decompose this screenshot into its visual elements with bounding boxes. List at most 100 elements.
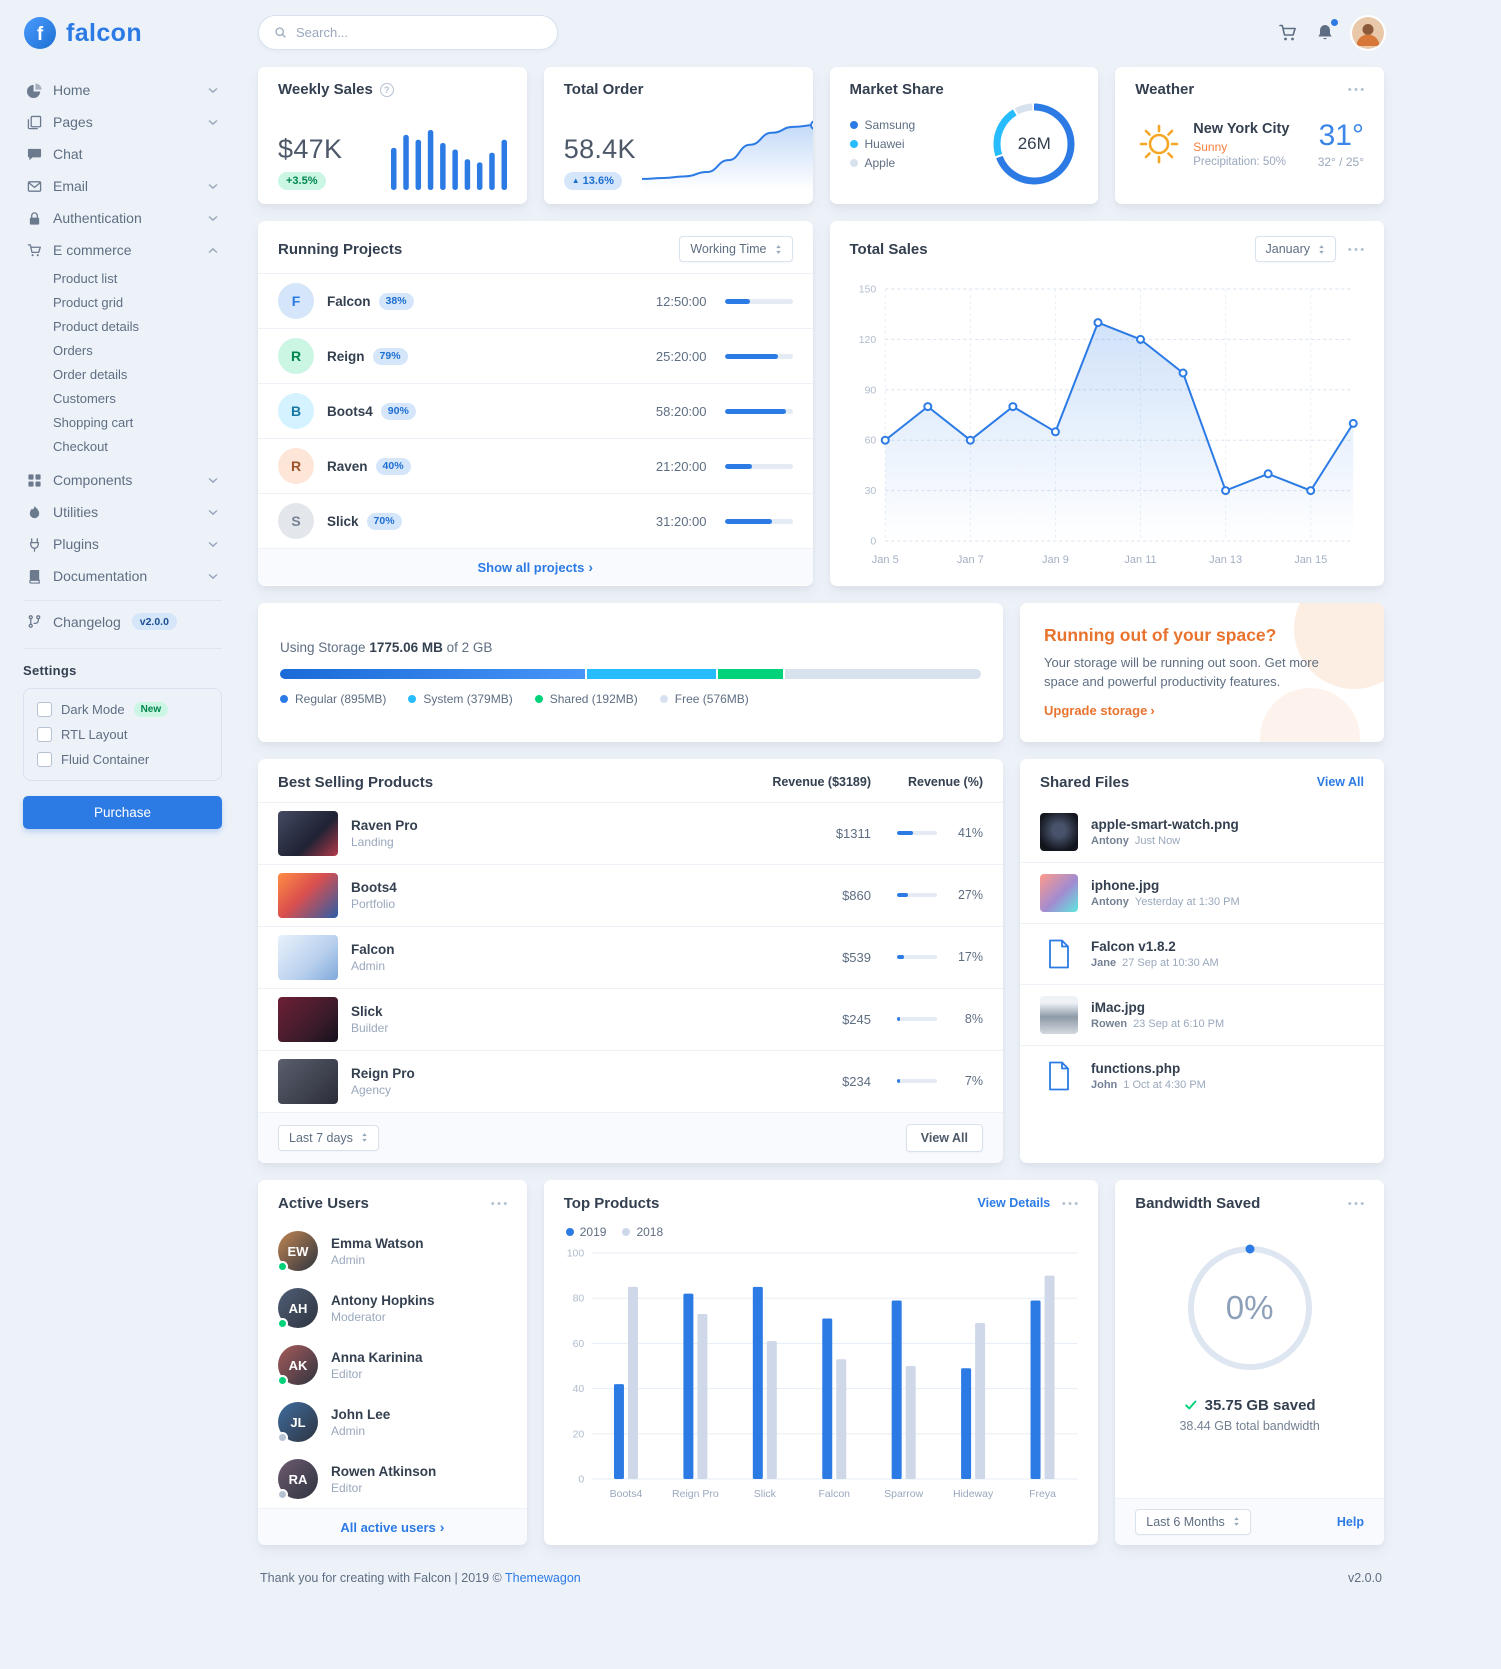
card-menu-button[interactable] xyxy=(1062,1201,1078,1206)
user-avatar[interactable] xyxy=(1352,16,1384,49)
sidebar-item-utilities[interactable]: Utilities xyxy=(23,496,222,528)
weekly-sales-title: Weekly Sales xyxy=(278,81,373,98)
sidebar-item-shopping-cart[interactable]: Shopping cart xyxy=(53,414,134,430)
project-name-link[interactable]: Falcon xyxy=(327,293,371,309)
themewagon-link[interactable]: Themewagon xyxy=(505,1570,581,1585)
checkbox-icon[interactable] xyxy=(37,727,52,742)
file-owner: John xyxy=(1091,1078,1118,1091)
show-all-projects-link[interactable]: Show all projects › xyxy=(258,548,813,585)
chevron-right-icon: › xyxy=(1150,702,1155,718)
sidebar-item-customers[interactable]: Customers xyxy=(53,390,116,406)
bandwidth-percent: 0% xyxy=(1225,1288,1274,1326)
sidebar-item-changelog[interactable]: Changelog v2.0.0 xyxy=(23,600,222,642)
sidebar-item-product-list[interactable]: Product list xyxy=(53,270,118,286)
total-order-value: 58.4K xyxy=(563,134,636,164)
product-revenue: $245 xyxy=(842,1011,871,1027)
view-all-button[interactable]: View All xyxy=(905,1123,983,1152)
sidebar-item-email[interactable]: Email xyxy=(23,170,222,202)
chevron-down-icon xyxy=(208,87,218,94)
rtl-layout-toggle[interactable]: RTL Layout xyxy=(37,727,208,742)
svg-text:Slick: Slick xyxy=(753,1488,776,1500)
legend-item-huawei: Huawei xyxy=(849,137,916,151)
legend-item-2019[interactable]: 2019 xyxy=(565,1225,606,1239)
user-row: AK Anna Karinina Editor xyxy=(258,1337,527,1394)
brand-logo[interactable]: f falcon xyxy=(23,16,222,50)
all-active-users-link[interactable]: All active users › xyxy=(258,1507,527,1545)
upgrade-storage-link[interactable]: Upgrade storage › xyxy=(1044,702,1155,718)
avatar: AH xyxy=(277,1288,318,1330)
product-revenue: $1311 xyxy=(835,825,871,841)
checkbox-icon[interactable] xyxy=(37,752,52,767)
sidebar-item-documentation[interactable]: Documentation xyxy=(23,560,222,592)
project-name-link[interactable]: Reign xyxy=(327,348,365,364)
search-box[interactable] xyxy=(258,15,558,50)
checkbox-icon[interactable] xyxy=(37,702,52,717)
project-percent-badge: 90% xyxy=(380,402,416,420)
shared-files-view-all-link[interactable]: View All xyxy=(1316,775,1364,790)
card-menu-button[interactable] xyxy=(1348,87,1364,92)
purchase-button[interactable]: Purchase xyxy=(23,796,222,829)
legend-dot xyxy=(849,121,858,129)
sidebar-item-checkout[interactable]: Checkout xyxy=(53,438,108,454)
legend-label: Apple xyxy=(864,156,896,170)
project-progress-bar xyxy=(724,463,793,469)
working-time-select[interactable]: Working Time xyxy=(679,236,793,262)
legend-item-2018[interactable]: 2018 xyxy=(622,1225,663,1239)
sidebar-item-e-commerce[interactable]: E commerce xyxy=(23,234,222,266)
project-name-link[interactable]: Raven xyxy=(327,458,368,474)
file-name-link[interactable]: functions.php xyxy=(1091,1060,1181,1076)
info-icon[interactable]: ? xyxy=(379,82,394,97)
user-name-link[interactable]: Antony Hopkins xyxy=(331,1292,435,1308)
file-name-link[interactable]: Falcon v1.8.2 xyxy=(1091,938,1176,954)
file-name-link[interactable]: apple-smart-watch.png xyxy=(1091,816,1239,832)
sidebar-item-product-details[interactable]: Product details xyxy=(53,318,139,334)
cart-button[interactable] xyxy=(1278,23,1298,43)
shared-files-title: Shared Files xyxy=(1040,773,1130,791)
file-name-link[interactable]: iphone.jpg xyxy=(1091,877,1160,893)
user-name-link[interactable]: Rowen Atkinson xyxy=(331,1463,437,1479)
user-name-link[interactable]: Anna Karinina xyxy=(331,1349,423,1365)
help-link[interactable]: Help xyxy=(1336,1514,1364,1529)
sidebar-item-authentication[interactable]: Authentication xyxy=(23,202,222,234)
sidebar-item-product-grid[interactable]: Product grid xyxy=(53,294,124,310)
product-name-link[interactable]: Reign Pro xyxy=(351,1065,415,1081)
card-menu-button[interactable] xyxy=(1348,1201,1364,1206)
sidebar-item-chat[interactable]: Chat xyxy=(23,138,222,170)
sidebar-item-plugins[interactable]: Plugins xyxy=(23,528,222,560)
chevron-down-icon xyxy=(208,215,218,222)
svg-text:100: 100 xyxy=(566,1247,584,1259)
product-name-link[interactable]: Falcon xyxy=(351,941,395,957)
book-icon xyxy=(27,569,42,584)
product-name-link[interactable]: Slick xyxy=(351,1003,383,1019)
caret-updown-icon xyxy=(361,1132,368,1143)
file-time: Yesterday at 1:30 PM xyxy=(1134,895,1240,908)
sidebar-item-order-details[interactable]: Order details xyxy=(53,366,128,382)
weekly-sales-trend-badge: +3.5% xyxy=(278,172,326,190)
user-row: EW Emma Watson Admin xyxy=(258,1223,527,1280)
period-select[interactable]: Last 6 Months xyxy=(1135,1508,1251,1535)
product-name-link[interactable]: Raven Pro xyxy=(351,817,418,833)
project-name-link[interactable]: Slick xyxy=(327,513,359,529)
file-name-link[interactable]: iMac.jpg xyxy=(1091,999,1146,1015)
card-menu-button[interactable] xyxy=(1348,247,1364,252)
sidebar-item-home[interactable]: Home xyxy=(23,74,222,106)
dark-mode-toggle[interactable]: Dark Mode New xyxy=(37,702,208,717)
date-range-select[interactable]: Last 7 days xyxy=(278,1124,379,1151)
project-name-link[interactable]: Boots4 xyxy=(327,403,373,419)
notifications-bell-button[interactable] xyxy=(1315,18,1338,43)
card-menu-button[interactable] xyxy=(491,1201,507,1206)
file-meta: Jane 27 Sep at 10:30 AM xyxy=(1091,957,1219,969)
fluid-container-toggle[interactable]: Fluid Container xyxy=(37,752,208,767)
user-name-link[interactable]: Emma Watson xyxy=(331,1235,424,1251)
month-select[interactable]: January xyxy=(1254,236,1336,262)
view-details-link[interactable]: View Details xyxy=(977,1196,1051,1211)
svg-text:Jan 7: Jan 7 xyxy=(956,554,983,566)
falcon-dashboard-app: f falcon Home Pages Chat Email Authenticatio… xyxy=(23,15,1384,1585)
user-name-link[interactable]: John Lee xyxy=(331,1406,391,1422)
sidebar-item-pages[interactable]: Pages xyxy=(23,106,222,138)
avatar: RA xyxy=(277,1459,318,1501)
product-name-link[interactable]: Boots4 xyxy=(351,879,397,895)
sidebar-item-components[interactable]: Components xyxy=(23,464,222,496)
sidebar-item-orders[interactable]: Orders xyxy=(53,342,93,358)
search-input[interactable] xyxy=(296,25,542,40)
